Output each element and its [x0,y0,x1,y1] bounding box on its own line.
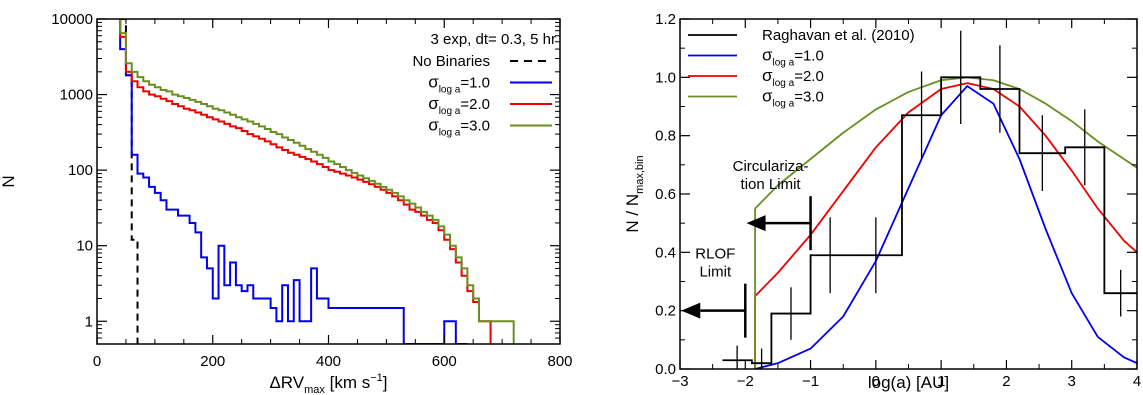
left-chart-panel: 0 200 400 600 800 1 10 100 1000 10000 N ΔRVmax [k… [0,11,573,395]
left-y-axis-label: N [0,175,18,187]
right-plot-area [722,30,1137,369]
legend-sigma-value: =1.0 [794,48,824,65]
right-y-tick-label: 0.4 [655,244,676,261]
right-legend-label-1: σlog a=1.0 [762,46,824,69]
left-legend-title: 3 exp, dt= 0.3, 5 hr [430,31,556,48]
left-x-tick-label: 200 [200,353,225,370]
right-y-tick-label: 0.2 [655,303,676,320]
left-legend-label-1: σlog a=1.0 [428,73,490,96]
right-y-tick-label: 0.6 [655,186,676,203]
left-plot-area [119,19,515,344]
annotation-arrow-head-1 [681,302,701,319]
right-y-tick-label: 1.2 [655,11,676,28]
left-legend-label-3: σlog a=3.0 [428,116,490,139]
right-x-tick-label: 4 [1133,373,1141,390]
right-x-tick-label: −3 [671,373,688,390]
legend-sigma-subscript: log a [439,85,461,96]
annotation-text-1-1: Limit [699,264,732,281]
right-x-tick-label: 0 [872,373,880,390]
left-y-tick-label: 1 [85,313,93,330]
left-axis-ticks: 0 200 400 600 800 1 10 100 1000 10000 [51,11,572,370]
legend-sigma-value: =3.0 [460,118,490,135]
right-x-tick-label: 3 [1068,373,1076,390]
legend-sigma-symbol: σ [428,116,439,135]
right-chart-panel: −3 −2 −1 0 1 2 3 4 0.0 0.2 0.4 0.6 0.8 1.0 1.2 N / Nma… [623,11,1141,392]
left-y-tick-label: 100 [68,162,93,179]
legend-sigma-symbol: σ [428,73,439,92]
annotation-text-0-1: tion Limit [741,176,802,193]
right-legend-label-2: σlog a=2.0 [762,66,824,89]
legend-sigma-value: =2.0 [794,68,824,85]
legend-sigma-value: =3.0 [794,89,824,106]
left-x-axis-label-main: ΔRV [269,373,304,392]
right-histogram [722,76,1137,365]
left-x-axis-label-sub: max [304,384,325,395]
right-y-axis-label-sub: max,bin [634,155,646,194]
right-y-tick-label: 0.0 [655,361,676,378]
left-x-tick-label: 800 [547,353,572,370]
left-x-tick-label: 0 [93,353,101,370]
left-y-tick-label: 1000 [60,87,93,104]
left-y-tick-label: 10 [76,238,93,255]
left-legend-label-0: No Binaries [412,53,490,70]
annotation-text-1-0: RLOF [695,246,735,263]
right-y-axis-label-main: N / N [623,194,642,233]
legend-sigma-subscript: log a [773,58,795,69]
left-series-line-0 [120,19,139,344]
left-legend-label-2: σlog a=2.0 [428,94,490,117]
legend-sigma-symbol: σ [428,94,439,113]
right-x-axis-label: log(a) [AU] [868,373,949,392]
left-series-line-3 [119,19,515,344]
right-legend-label-3: σlog a=3.0 [762,87,824,110]
right-model-curve-0 [754,85,1137,369]
left-plot-frame [96,18,561,345]
left-x-axis-label-units: [km s [325,373,370,392]
legend-sigma-symbol: σ [762,87,773,106]
right-x-tick-label: 2 [1002,373,1010,390]
left-series-line-1 [119,19,468,344]
right-legend-label-0: Raghavan et al. (2010) [762,27,915,44]
right-y-axis-label: N / Nmax,bin [623,155,646,232]
right-y-tick-label: 1.0 [655,69,676,86]
legend-sigma-subscript: log a [439,106,461,117]
annotation-text-0-0: Circulariza- [733,158,809,175]
right-model-curve-1 [754,82,1137,297]
legend-sigma-value: =2.0 [460,96,490,113]
left-x-tick-label: 400 [316,353,341,370]
right-x-tick-label: −2 [737,373,754,390]
left-x-tick-label: 600 [432,353,457,370]
legend-sigma-subscript: log a [439,128,461,139]
legend-sigma-subscript: log a [773,99,795,110]
left-x-axis-label-close: ] [383,373,388,392]
right-x-tick-label: −1 [802,373,819,390]
right-x-tick-label: 1 [937,373,945,390]
legend-sigma-symbol: σ [762,46,773,65]
legend-sigma-value: =1.0 [460,75,490,92]
left-series-line-2 [119,19,492,344]
left-y-tick-label: 10000 [51,11,93,28]
annotation-arrow-head-0 [746,215,766,232]
left-x-axis-label: ΔRVmax [km s−1] [269,372,387,395]
right-axis-ticks: −3 −2 −1 0 1 2 3 4 0.0 0.2 0.4 0.6 0.8 1.0 1.2 [655,11,1141,390]
legend-sigma-subscript: log a [773,78,795,89]
right-plot-frame [679,18,1138,370]
legend-sigma-symbol: σ [762,66,773,85]
right-y-tick-label: 0.8 [655,128,676,145]
left-x-axis-label-exp: −1 [370,372,383,384]
